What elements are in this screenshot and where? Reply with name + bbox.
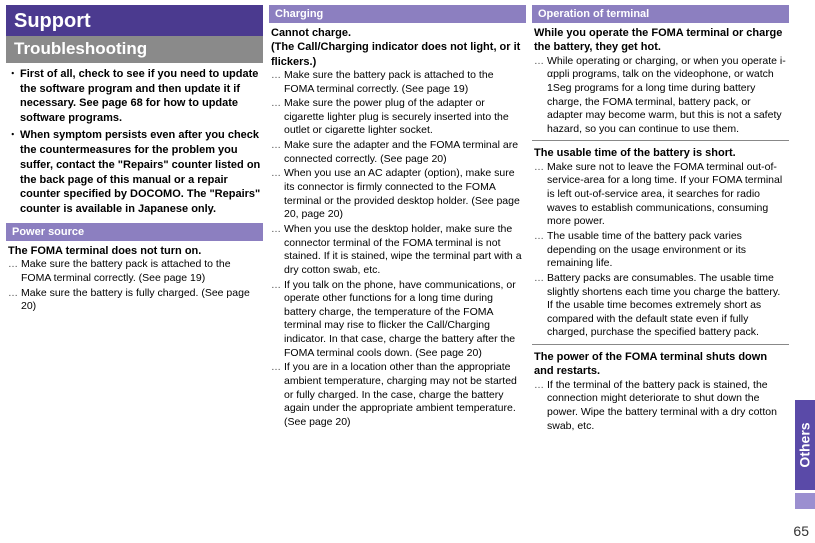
power-item-1: … Make sure the battery pack is attached… bbox=[6, 258, 263, 286]
intro-text-1: First of all, check to see if you need t… bbox=[20, 67, 261, 126]
power-item-1-text: Make sure the battery pack is attached t… bbox=[21, 258, 261, 285]
ellipsis-icon: … bbox=[8, 258, 21, 285]
charging-item-6-text: If you talk on the phone, have communica… bbox=[284, 279, 524, 361]
charging-item-3: …Make sure the adapter and the FOMA term… bbox=[269, 139, 526, 167]
power-item-2-text: Make sure the battery is fully charged. … bbox=[21, 287, 261, 314]
intro-text: ･ First of all, check to see if you need… bbox=[6, 63, 263, 223]
side-tab-others: Others bbox=[795, 400, 815, 490]
charging-item-5-text: When you use the desktop holder, make su… bbox=[284, 223, 524, 278]
charging-item-1: …Make sure the battery pack is attached … bbox=[269, 69, 526, 97]
charging-item-4-text: When you use an AC adapter (option), mak… bbox=[284, 167, 524, 222]
column-3: Operation of terminal While you operate … bbox=[532, 5, 789, 543]
intro-bullet-1: ･ First of all, check to see if you need… bbox=[10, 67, 261, 126]
power-source-header: Power source bbox=[6, 223, 263, 241]
charging-item-5: …When you use the desktop holder, make s… bbox=[269, 223, 526, 279]
ellipsis-icon: … bbox=[534, 55, 547, 137]
intro-bullet-2: ･ When symptom persists even after you c… bbox=[10, 128, 261, 217]
operation-s2-item-3: …Battery packs are consumables. The usab… bbox=[532, 272, 789, 341]
ellipsis-icon: … bbox=[534, 161, 547, 229]
operation-s2-item-3-text: Battery packs are consumables. The usabl… bbox=[547, 272, 787, 340]
operation-s3-item-1-text: If the terminal of the battery pack is s… bbox=[547, 379, 787, 434]
charging-item-6: …If you talk on the phone, have communic… bbox=[269, 279, 526, 362]
column-1: Support Troubleshooting ･ First of all, … bbox=[6, 5, 263, 543]
operation-s2-item-2-text: The usable time of the battery pack vari… bbox=[547, 230, 787, 271]
charging-item-3-text: Make sure the adapter and the FOMA termi… bbox=[284, 139, 524, 166]
ellipsis-icon: … bbox=[271, 361, 284, 429]
page-content: Support Troubleshooting ･ First of all, … bbox=[0, 0, 795, 543]
operation-symptom-1: While you operate the FOMA terminal or c… bbox=[532, 23, 789, 55]
intro-text-2: When symptom persists even after you che… bbox=[20, 128, 261, 217]
bullet-dot: ･ bbox=[10, 128, 20, 217]
charging-item-1-text: Make sure the battery pack is attached t… bbox=[284, 69, 524, 96]
operation-s1-item-1-text: While operating or charging, or when you… bbox=[547, 55, 787, 137]
page-number: 65 bbox=[793, 523, 809, 539]
bullet-dot: ･ bbox=[10, 67, 20, 126]
operation-header: Operation of terminal bbox=[532, 5, 789, 23]
power-symptom: The FOMA terminal does not turn on. bbox=[6, 241, 263, 258]
support-title: Support bbox=[6, 5, 263, 36]
ellipsis-icon: … bbox=[534, 230, 547, 271]
charging-symptom: Cannot charge. (The Call/Charging indica… bbox=[269, 23, 526, 69]
charging-item-7-text: If you are in a location other than the … bbox=[284, 361, 524, 429]
divider bbox=[532, 140, 789, 141]
troubleshooting-title: Troubleshooting bbox=[6, 36, 263, 63]
ellipsis-icon: … bbox=[271, 97, 284, 138]
ellipsis-icon: … bbox=[271, 223, 284, 278]
ellipsis-icon: … bbox=[271, 279, 284, 361]
side-marker bbox=[795, 493, 815, 509]
column-2: Charging Cannot charge. (The Call/Chargi… bbox=[269, 5, 526, 543]
operation-s3-item-1: …If the terminal of the battery pack is … bbox=[532, 379, 789, 435]
power-item-2: … Make sure the battery is fully charged… bbox=[6, 287, 263, 315]
ellipsis-icon: … bbox=[271, 167, 284, 222]
ellipsis-icon: … bbox=[271, 69, 284, 96]
charging-item-4: …When you use an AC adapter (option), ma… bbox=[269, 167, 526, 223]
operation-s2-item-1: …Make sure not to leave the FOMA termina… bbox=[532, 161, 789, 230]
divider bbox=[532, 344, 789, 345]
ellipsis-icon: … bbox=[8, 287, 21, 314]
charging-item-2-text: Make sure the power plug of the adapter … bbox=[284, 97, 524, 138]
ellipsis-icon: … bbox=[271, 139, 284, 166]
charging-item-2: …Make sure the power plug of the adapter… bbox=[269, 97, 526, 139]
operation-symptom-3: The power of the FOMA terminal shuts dow… bbox=[532, 347, 789, 379]
operation-s2-item-2: …The usable time of the battery pack var… bbox=[532, 230, 789, 272]
operation-s1-item-1: …While operating or charging, or when yo… bbox=[532, 55, 789, 138]
charging-item-7: …If you are in a location other than the… bbox=[269, 361, 526, 430]
side-tab-label: Others bbox=[797, 422, 813, 467]
charging-header: Charging bbox=[269, 5, 526, 23]
ellipsis-icon: … bbox=[534, 379, 547, 434]
operation-s2-item-1-text: Make sure not to leave the FOMA terminal… bbox=[547, 161, 787, 229]
operation-symptom-2: The usable time of the battery is short. bbox=[532, 143, 789, 160]
ellipsis-icon: … bbox=[534, 272, 547, 340]
